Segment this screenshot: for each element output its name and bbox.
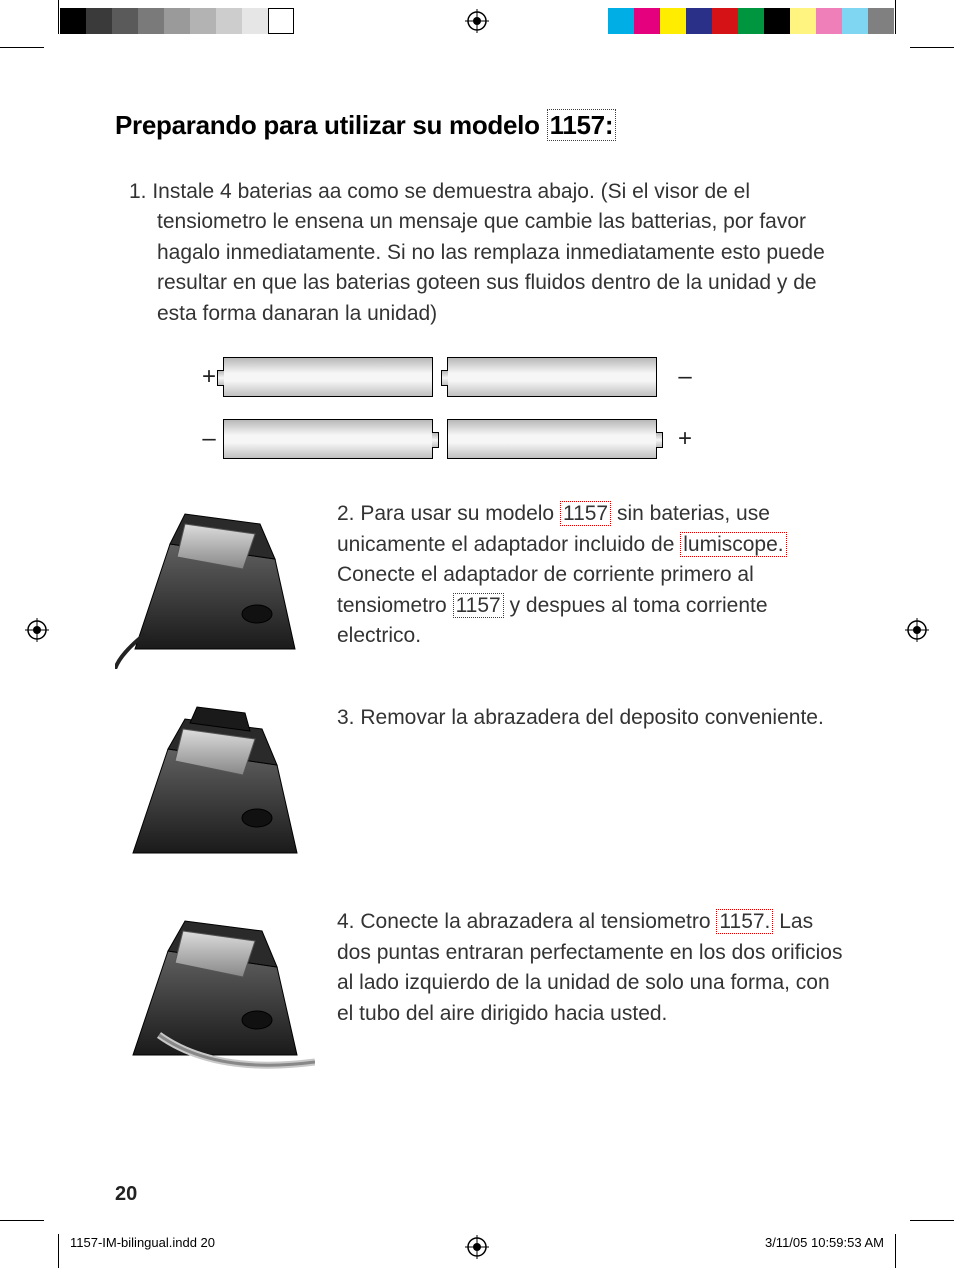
color-swatch: [268, 8, 294, 34]
color-swatch: [868, 8, 894, 34]
color-swatch: [816, 8, 842, 34]
crop-mark: [910, 47, 954, 48]
step-1-text: 1. Instale 4 baterias aa como se demuest…: [129, 177, 845, 329]
battery-diagram: + – – +: [195, 357, 845, 459]
model-ref: 1157: [560, 501, 611, 526]
color-swatch: [60, 8, 86, 34]
registration-mark-left: [25, 618, 49, 642]
battery-icon: [447, 419, 657, 459]
color-swatch: [164, 8, 190, 34]
crop-mark: [895, 0, 896, 34]
step-1-line1: 1. Instale 4 baterias aa como se demuest…: [129, 177, 845, 207]
minus-sign: –: [671, 363, 699, 391]
plus-sign: +: [671, 425, 699, 453]
registration-mark-top: [465, 9, 489, 33]
section-heading: Preparando para utilizar su modelo 1157:: [115, 110, 845, 141]
color-swatch: [790, 8, 816, 34]
heading-text: Preparando para utilizar su modelo: [115, 110, 547, 140]
color-swatch: [686, 8, 712, 34]
color-swatch: [738, 8, 764, 34]
battery-icon: [447, 357, 657, 397]
color-swatch: [242, 8, 268, 34]
color-swatch: [660, 8, 686, 34]
color-swatch: [86, 8, 112, 34]
model-ref: 1157.: [716, 909, 773, 934]
device-image-with-cuff: [115, 703, 315, 873]
color-swatch: [712, 8, 738, 34]
color-swatch: [634, 8, 660, 34]
step-1-rest: tensiometro le ensena un mensaje que cam…: [129, 207, 845, 329]
crop-mark: [58, 1234, 59, 1268]
brand-ref: lumiscope.: [680, 532, 786, 557]
page-number: 20: [115, 1183, 137, 1206]
slug-filename: 1157-IM-bilingual.indd 20: [70, 1235, 215, 1250]
step-2-text: 2. Para usar su modelo 1157 sin baterias…: [337, 499, 845, 669]
color-swatch: [842, 8, 868, 34]
crop-mark: [58, 0, 59, 34]
color-swatch: [764, 8, 790, 34]
color-swatch: [190, 8, 216, 34]
page-content: Preparando para utilizar su modelo 1157:…: [115, 110, 845, 1111]
heading-model: 1157:: [547, 109, 617, 141]
color-swatch: [138, 8, 164, 34]
step-4: 4. Conecte la abrazadera al tensiometro …: [115, 907, 845, 1077]
battery-row-1: + –: [195, 357, 845, 397]
step-3-text: 3. Removar la abrazadera del deposito co…: [337, 703, 824, 873]
color-swatch: [216, 8, 242, 34]
step-2: 2. Para usar su modelo 1157 sin baterias…: [115, 499, 845, 669]
device-image-with-adapter: [115, 499, 315, 669]
model-ref: 1157: [453, 593, 504, 618]
step-4-text: 4. Conecte la abrazadera al tensiometro …: [337, 907, 845, 1077]
battery-row-2: – +: [195, 419, 845, 459]
color-swatch: [112, 8, 138, 34]
minus-sign: –: [195, 425, 223, 453]
crop-mark: [895, 1234, 896, 1268]
crop-mark: [910, 1220, 954, 1221]
slug-timestamp: 3/11/05 10:59:53 AM: [765, 1235, 884, 1250]
color-swatch: [608, 8, 634, 34]
crop-mark: [0, 1220, 44, 1221]
step-3: 3. Removar la abrazadera del deposito co…: [115, 703, 845, 873]
registration-mark-bottom: [465, 1235, 489, 1259]
battery-icon: [223, 357, 433, 397]
registration-mark-right: [905, 618, 929, 642]
device-image-with-tube: [115, 907, 315, 1077]
battery-icon: [223, 419, 433, 459]
crop-mark: [0, 47, 44, 48]
